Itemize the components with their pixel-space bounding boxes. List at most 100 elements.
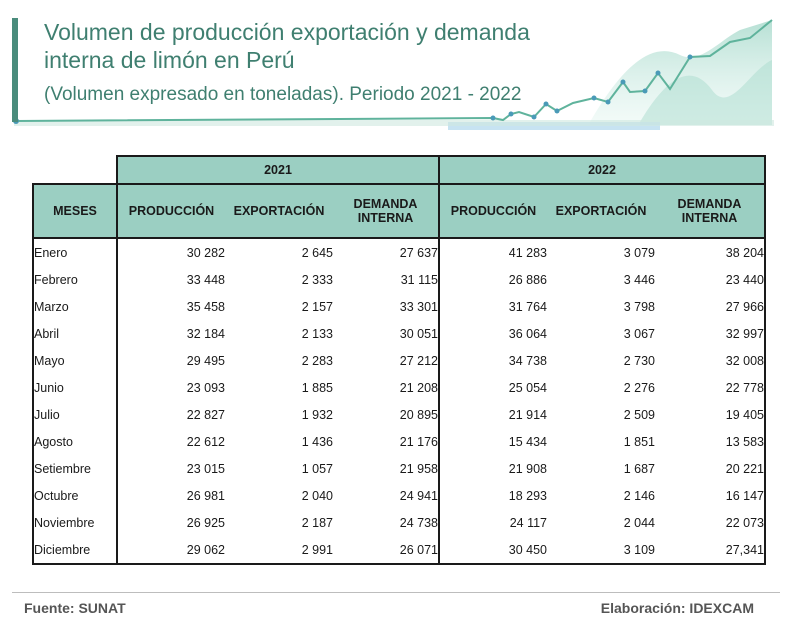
cell-mes: Marzo — [32, 293, 118, 320]
cell-demanda-2021: 33 301 — [333, 293, 440, 320]
cell-demanda-2021: 31 115 — [333, 266, 440, 293]
page-title: Volumen de producción exportación y dema… — [44, 19, 530, 73]
author-note: Elaboración: IDEXCAM — [600, 600, 754, 616]
cell-demanda-2021: 21 208 — [333, 374, 440, 401]
column-header-produccion-2022: PRODUCCIÓN — [439, 183, 547, 239]
column-header-demanda-2021: DEMANDA INTERNA — [333, 183, 440, 239]
table-row: Agosto 22 612 1 436 21 176 15 434 1 851 13 583 — [32, 428, 766, 455]
cell-exportacion-2022: 2 146 — [623, 488, 655, 503]
cell-demanda-2022: 16 147 — [655, 482, 766, 509]
table-row: Setiembre 23 015 1 057 21 958 21 908 1 687 20 … — [32, 455, 766, 482]
cell-produccion-2022: 25 054 — [508, 380, 547, 395]
cell-demanda-2021: 21 176 — [333, 428, 440, 455]
cell-exportacion-2021: 2 187 — [301, 515, 333, 530]
cell-demanda-2021: 27 637 — [333, 238, 440, 266]
cell-exportacion-2022: 3 109 — [547, 536, 655, 565]
cell-demanda-2021: 30 051 — [333, 320, 440, 347]
column-header-exportacion-2022: EXPORTACIÓN — [547, 183, 655, 239]
table-row: Julio 22 827 1 932 20 895 21 914 2 509 19 405 — [32, 401, 766, 428]
cell-produccion-2021: 35 458 — [186, 299, 225, 314]
cell-produccion-2021: 22 612 — [186, 434, 225, 449]
table-row: Noviembre 26 925 2 187 24 738 24 117 2 044 22 … — [32, 509, 766, 536]
cell-demanda-2022: 27 966 — [655, 293, 766, 320]
cell-produccion-2021: 32 184 — [186, 326, 225, 341]
column-header-meses: MESES — [32, 183, 118, 239]
cell-demanda-2022: 20 221 — [655, 455, 766, 482]
cell-produccion-2021: 29 495 — [186, 353, 225, 368]
cell-exportacion-2022: 1 687 — [623, 461, 655, 476]
cell-produccion-2022: 41 283 — [508, 245, 547, 260]
cell-demanda-2022: 32 008 — [655, 347, 766, 374]
cell-mes: Noviembre — [32, 509, 118, 536]
cell-produccion-2021: 33 448 — [186, 272, 225, 287]
cell-mes: Enero — [32, 238, 118, 266]
cell-produccion-2022: 15 434 — [508, 434, 547, 449]
cell-mes: Agosto — [32, 428, 118, 455]
cell-mes: Julio — [32, 401, 118, 428]
title-accent-bar — [12, 18, 18, 122]
page-subtitle: (Volumen expresado en toneladas). Period… — [44, 84, 522, 105]
cell-exportacion-2021: 2 991 — [225, 536, 333, 565]
cell-demanda-2021: 24 738 — [333, 509, 440, 536]
cell-mes: Abril — [32, 320, 118, 347]
cell-demanda-2021: 20 895 — [333, 401, 440, 428]
cell-produccion-2022: 34 738 — [508, 353, 547, 368]
cell-produccion-2021: 23 015 — [186, 461, 225, 476]
cell-produccion-2021: 30 282 — [186, 245, 225, 260]
column-header-produccion-2021: PRODUCCIÓN — [117, 183, 225, 239]
table-body: Enero 30 282 2 645 27 637 41 283 3 079 38 204 F… — [32, 238, 766, 565]
column-header-demanda-2022: DEMANDA INTERNA — [655, 183, 766, 239]
cell-exportacion-2021: 2 157 — [301, 299, 333, 314]
cell-demanda-2022: 13 583 — [655, 428, 766, 455]
corner-cell — [33, 156, 117, 184]
table-row: Marzo 35 458 2 157 33 301 31 764 3 798 27 966 — [32, 293, 766, 320]
cell-produccion-2021: 26 981 — [186, 488, 225, 503]
table-row: Enero 30 282 2 645 27 637 41 283 3 079 38 204 — [32, 238, 766, 266]
table-row: Abril 32 184 2 133 30 051 36 064 3 067 32 997 — [32, 320, 766, 347]
cell-exportacion-2021: 1 057 — [301, 461, 333, 476]
cell-exportacion-2022: 2 044 — [623, 515, 655, 530]
cell-demanda-2022: 38 204 — [655, 238, 766, 266]
year-header-2021: 2021 — [116, 155, 440, 185]
cell-mes: Diciembre — [32, 536, 118, 565]
table-row: Octubre 26 981 2 040 24 941 18 293 2 146 16 14… — [32, 482, 766, 509]
cell-exportacion-2021: 1 436 — [301, 434, 333, 449]
cell-produccion-2021: 26 925 — [186, 515, 225, 530]
cell-produccion-2021: 29 062 — [117, 536, 225, 565]
cell-mes: Junio — [32, 374, 118, 401]
cell-mes: Octubre — [32, 482, 118, 509]
cell-exportacion-2022: 3 067 — [623, 326, 655, 341]
cell-exportacion-2021: 2 133 — [301, 326, 333, 341]
cell-exportacion-2021: 2 040 — [301, 488, 333, 503]
cell-produccion-2022: 21 914 — [508, 407, 547, 422]
cell-exportacion-2021: 2 283 — [301, 353, 333, 368]
cell-exportacion-2021: 2 645 — [301, 245, 333, 260]
production-table: 2021 2022 MESES PRODUCCIÓN EXPORTACIÓN D… — [32, 155, 766, 565]
table-row: Mayo 29 495 2 283 27 212 34 738 2 730 32 008 — [32, 347, 766, 374]
cell-exportacion-2022: 3 079 — [623, 245, 655, 260]
column-header-exportacion-2021: EXPORTACIÓN — [225, 183, 333, 239]
cell-demanda-2022: 19 405 — [655, 401, 766, 428]
table-row: Junio 23 093 1 885 21 208 25 054 2 276 22 778 — [32, 374, 766, 401]
cell-demanda-2022: 27,341 — [655, 536, 766, 565]
cell-exportacion-2022: 2 509 — [623, 407, 655, 422]
cell-produccion-2022: 31 764 — [508, 299, 547, 314]
cell-produccion-2022: 30 450 — [439, 536, 547, 565]
cell-produccion-2021: 23 093 — [186, 380, 225, 395]
cell-mes: Mayo — [32, 347, 118, 374]
year-header-2022: 2022 — [438, 155, 766, 185]
cell-produccion-2022: 18 293 — [508, 488, 547, 503]
cell-produccion-2021: 22 827 — [186, 407, 225, 422]
cell-exportacion-2021: 2 333 — [301, 272, 333, 287]
cell-demanda-2021: 21 958 — [333, 455, 440, 482]
cell-demanda-2022: 32 997 — [655, 320, 766, 347]
cell-demanda-2021: 26 071 — [333, 536, 440, 565]
cell-mes: Febrero — [32, 266, 118, 293]
cell-exportacion-2022: 3 798 — [623, 299, 655, 314]
cell-demanda-2021: 24 941 — [333, 482, 440, 509]
cell-demanda-2021: 27 212 — [333, 347, 440, 374]
cell-demanda-2022: 22 778 — [655, 374, 766, 401]
cell-exportacion-2022: 2 730 — [623, 353, 655, 368]
table-row: Febrero 33 448 2 333 31 115 26 886 3 446 23 44… — [32, 266, 766, 293]
cell-demanda-2022: 23 440 — [655, 266, 766, 293]
